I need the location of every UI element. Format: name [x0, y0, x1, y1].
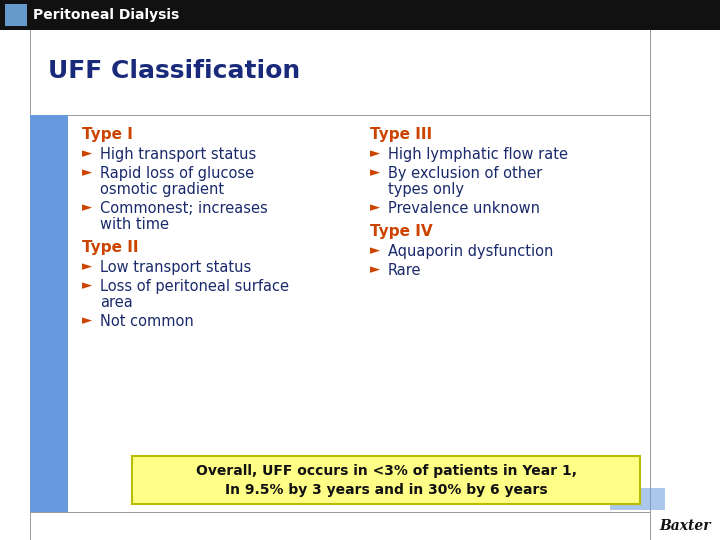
- Text: Overall, UFF occurs in <3% of patients in Year 1,: Overall, UFF occurs in <3% of patients i…: [196, 464, 577, 478]
- Text: High transport status: High transport status: [100, 147, 256, 162]
- Text: ►: ►: [370, 263, 380, 276]
- Text: Not common: Not common: [100, 314, 194, 329]
- Text: ►: ►: [370, 244, 380, 257]
- Text: with time: with time: [100, 217, 169, 232]
- Text: Commonest; increases: Commonest; increases: [100, 201, 268, 216]
- Text: High lymphatic flow rate: High lymphatic flow rate: [388, 147, 568, 162]
- Text: ►: ►: [370, 147, 380, 160]
- Text: ►: ►: [370, 166, 380, 179]
- Text: ►: ►: [82, 260, 92, 273]
- Text: ►: ►: [370, 201, 380, 214]
- Text: Loss of peritoneal surface: Loss of peritoneal surface: [100, 279, 289, 294]
- FancyBboxPatch shape: [30, 115, 68, 512]
- Text: Type IV: Type IV: [370, 224, 433, 239]
- Text: Rare: Rare: [388, 263, 421, 278]
- Text: Low transport status: Low transport status: [100, 260, 251, 275]
- Text: area: area: [100, 295, 132, 310]
- Text: ►: ►: [82, 314, 92, 327]
- Text: ►: ►: [82, 147, 92, 160]
- FancyBboxPatch shape: [5, 4, 27, 26]
- FancyBboxPatch shape: [132, 456, 640, 504]
- Text: UFF Classification: UFF Classification: [48, 58, 300, 83]
- Text: Baxter: Baxter: [660, 519, 711, 533]
- Text: types only: types only: [388, 182, 464, 197]
- Text: Type I: Type I: [82, 127, 133, 142]
- Text: ►: ►: [82, 166, 92, 179]
- Text: By exclusion of other: By exclusion of other: [388, 166, 542, 181]
- FancyBboxPatch shape: [610, 488, 665, 510]
- Text: Type II: Type II: [82, 240, 138, 255]
- Text: osmotic gradient: osmotic gradient: [100, 182, 224, 197]
- Text: In 9.5% by 3 years and in 30% by 6 years: In 9.5% by 3 years and in 30% by 6 years: [225, 483, 547, 497]
- Text: Prevalence unknown: Prevalence unknown: [388, 201, 540, 216]
- Text: Rapid loss of glucose: Rapid loss of glucose: [100, 166, 254, 181]
- Text: ►: ►: [82, 279, 92, 292]
- FancyBboxPatch shape: [0, 0, 720, 30]
- Text: Peritoneal Dialysis: Peritoneal Dialysis: [33, 8, 179, 22]
- Text: ►: ►: [82, 201, 92, 214]
- Text: Type III: Type III: [370, 127, 432, 142]
- Text: Aquaporin dysfunction: Aquaporin dysfunction: [388, 244, 554, 259]
